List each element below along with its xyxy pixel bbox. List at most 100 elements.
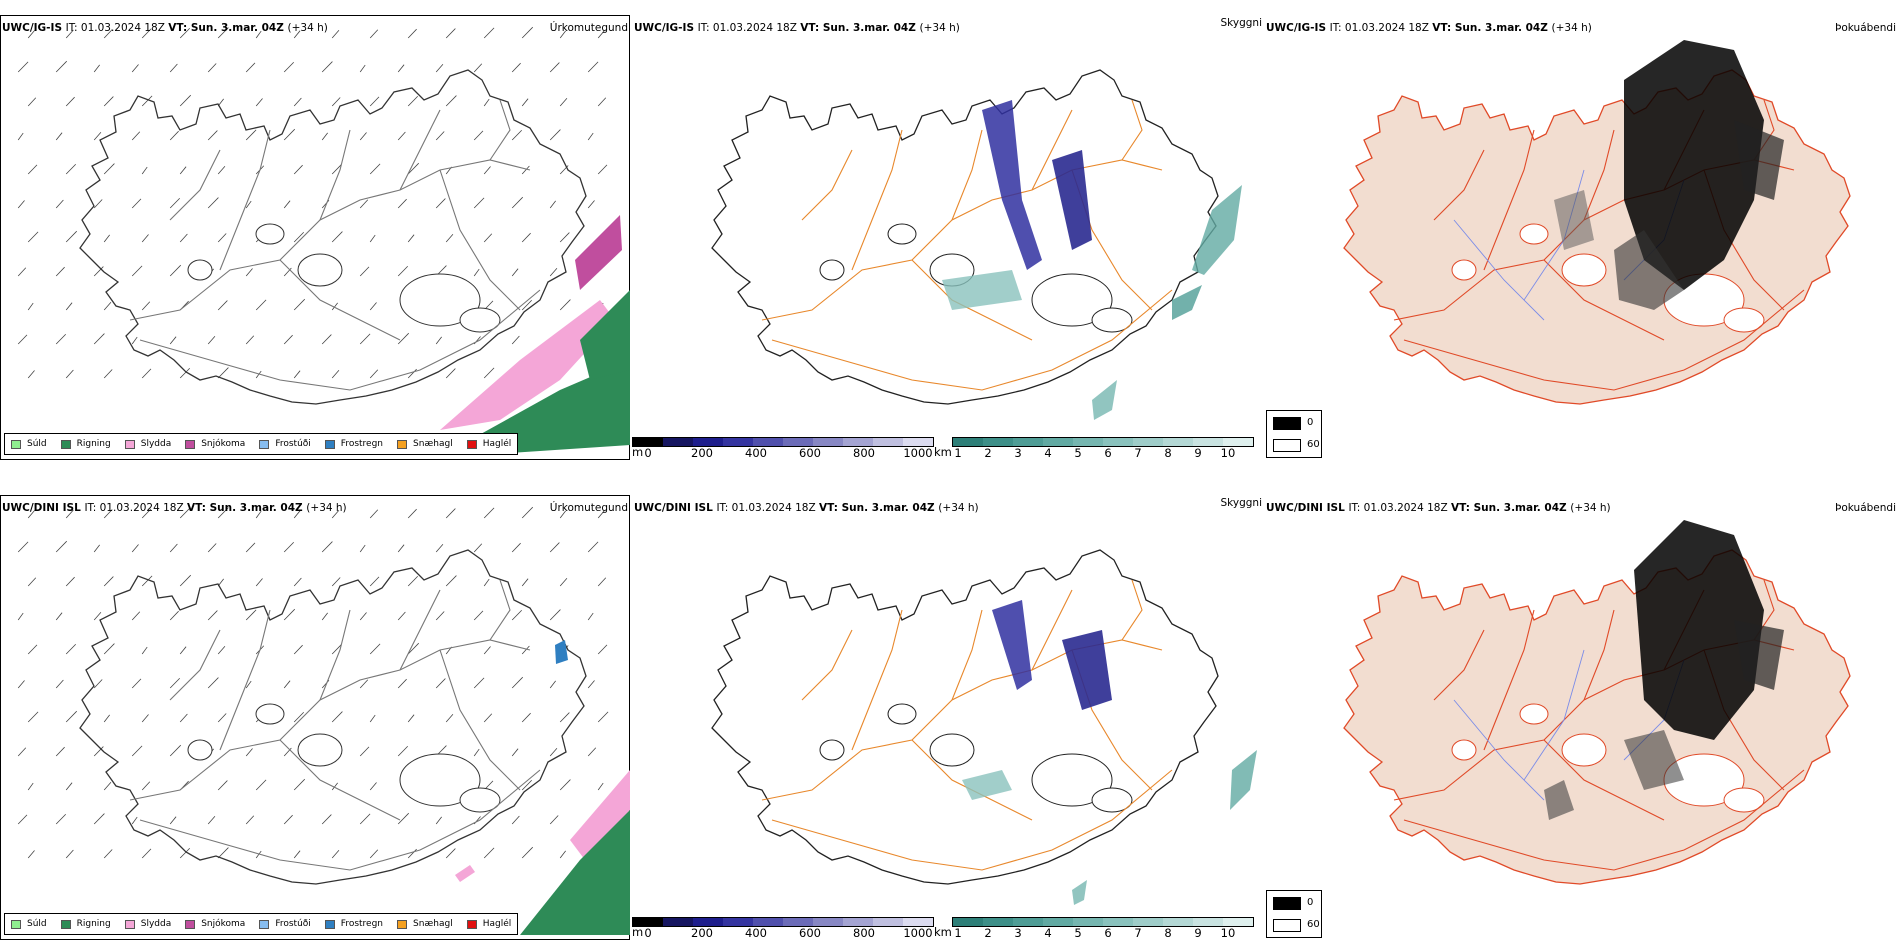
- wind-barb: [245, 680, 252, 689]
- legend-item: Haglél: [466, 919, 511, 929]
- wind-barb: [369, 782, 377, 791]
- colorbar-segment: [1163, 438, 1193, 446]
- fog-index-title: Þokuábendi: [1835, 22, 1896, 34]
- wind-barb: [179, 713, 188, 723]
- wind-barb: [369, 576, 380, 587]
- wind-barb: [359, 333, 371, 345]
- wind-barb: [359, 813, 371, 825]
- iceland-map: [711, 69, 1219, 405]
- fog-area: [1544, 780, 1574, 820]
- wind-barb: [397, 198, 407, 209]
- wind-barb: [65, 163, 77, 175]
- colorbar-tick-label: 600: [799, 446, 821, 460]
- visibility-m-unit: m: [632, 925, 644, 939]
- wind-barb: [521, 26, 534, 39]
- legend-swatch: [60, 919, 71, 929]
- wind-barb: [559, 712, 570, 723]
- colorbar-segment: [1133, 918, 1163, 926]
- wind-barb: [293, 370, 301, 379]
- glacier-outline: [1561, 253, 1607, 287]
- road-line: [1031, 109, 1073, 191]
- wind-barb: [321, 132, 328, 141]
- legend-label: Rigning: [76, 919, 111, 929]
- road-line: [489, 579, 511, 641]
- fog-index-map: [1343, 40, 1851, 405]
- wind-barb: [169, 744, 182, 757]
- lead-time: (+34 h): [1551, 22, 1592, 34]
- legend-label: Frostregn: [340, 439, 384, 449]
- wind-barb: [65, 509, 74, 519]
- wind-barb: [65, 643, 77, 655]
- visibility-map: [711, 69, 1242, 420]
- wind-barb: [65, 710, 78, 723]
- wind-barb: [549, 62, 560, 73]
- wind-barb: [597, 577, 607, 587]
- precip-area: [570, 770, 630, 860]
- fog-legend-swatch: [1273, 417, 1301, 430]
- wind-barb: [217, 645, 226, 655]
- vt-label: VT:: [1451, 502, 1474, 514]
- wind-barb: [521, 506, 534, 519]
- wind-barb: [207, 63, 217, 73]
- glacier-outline: [887, 223, 917, 245]
- wind-barb: [141, 234, 149, 243]
- vt-label: VT:: [819, 502, 842, 514]
- iceland-coastline: [1343, 69, 1851, 405]
- road-line: [1403, 769, 1805, 871]
- wind-barb: [245, 129, 257, 141]
- wind-barb: [473, 543, 483, 553]
- iceland-map: [711, 549, 1219, 885]
- colorbar-tick-label: 6: [1104, 926, 1112, 940]
- wind-barb: [103, 509, 113, 519]
- wind-barb: [587, 747, 597, 757]
- fog-index-map: [1343, 520, 1851, 885]
- wind-barb: [27, 302, 34, 311]
- wind-barb: [169, 677, 181, 689]
- vt-label: VT:: [168, 22, 191, 34]
- wind-barb: [587, 541, 599, 553]
- wind-barb: [141, 301, 151, 311]
- wind-barb: [483, 847, 495, 859]
- wind-barb: [207, 543, 217, 553]
- glacier-outline: [929, 733, 975, 767]
- wind-barb: [65, 849, 74, 859]
- wind-barb: [331, 302, 338, 311]
- road-line: [1583, 609, 1615, 701]
- wind-barb: [283, 61, 295, 73]
- glacier-outline: [819, 259, 845, 281]
- precip-type-map: [17, 26, 630, 455]
- lead-time: (+34 h): [287, 22, 328, 34]
- visibility-km-colorbar: [952, 917, 1254, 927]
- wind-barb: [359, 266, 370, 277]
- visibility-area: [1072, 880, 1087, 905]
- wind-barb: [245, 542, 256, 553]
- wind-barb: [587, 200, 595, 209]
- it-label: IT:: [716, 502, 732, 514]
- wind-barb: [483, 166, 491, 175]
- legend-swatch: [324, 919, 335, 929]
- wind-barb: [179, 94, 192, 107]
- wind-barb: [283, 814, 293, 825]
- wind-barb: [559, 779, 571, 791]
- visibility-map: [711, 549, 1257, 905]
- panel-header: UWC/IG-IS IT: 01.03.2024 18Z VT: Sun. 3.…: [2, 22, 328, 34]
- visibility-panel: UWC/IG-IS IT: 01.03.2024 18Z VT: Sun. 3.…: [632, 0, 1264, 470]
- river-line: [1453, 699, 1545, 801]
- legend-item: Frostregn: [324, 439, 384, 449]
- colorbar-tick-label: 400: [745, 926, 767, 940]
- wind-barb: [369, 714, 376, 723]
- wind-barb: [27, 164, 38, 175]
- wind-barb: [17, 612, 24, 621]
- wind-barb: [445, 848, 456, 859]
- wind-barb: [179, 166, 187, 175]
- fog-area: [1734, 120, 1784, 200]
- wind-barb: [435, 816, 442, 825]
- colorbar-segment: [813, 438, 843, 446]
- wind-barb: [179, 847, 191, 859]
- wind-barb: [293, 231, 305, 243]
- vt-value: Sun. 3.mar. 04Z: [1473, 502, 1571, 514]
- legend-item: Snæhagl: [397, 439, 453, 449]
- wind-barb: [473, 610, 484, 621]
- wind-barb: [93, 746, 104, 757]
- wind-barb: [293, 164, 303, 175]
